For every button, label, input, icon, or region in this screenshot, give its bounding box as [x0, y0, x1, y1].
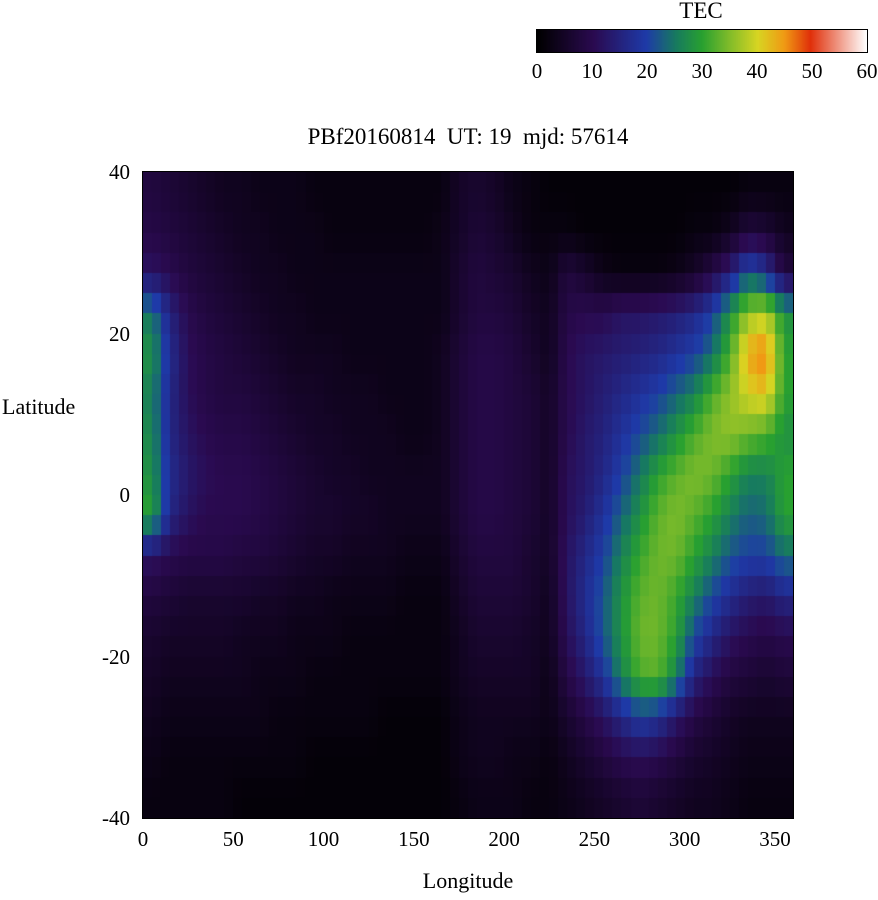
- plot-area: [142, 171, 794, 819]
- colorbar-tick-label: 20: [636, 59, 658, 83]
- x-tick-label: 50: [222, 827, 244, 851]
- y-tick-label: 20: [109, 321, 130, 346]
- colorbar: [536, 29, 868, 53]
- colorbar-title: TEC: [679, 0, 723, 23]
- x-tick-label: 250: [578, 827, 611, 851]
- colorbar-tick-label: 40: [746, 59, 768, 83]
- colorbar-tick-label: 10: [581, 59, 603, 83]
- x-tick-label: 150: [398, 827, 430, 851]
- y-tick-label: -40: [102, 806, 130, 830]
- x-tick-label: 350: [759, 827, 791, 851]
- x-tick-label: 100: [307, 827, 340, 851]
- colorbar-tick-label: 60: [856, 59, 878, 83]
- x-tick-label: 0: [137, 827, 149, 851]
- x-tick-label: 200: [488, 827, 520, 851]
- colorbar-gradient: [537, 30, 867, 52]
- colorbar-tick-label: 30: [691, 59, 713, 83]
- x-tick-label: 300: [668, 827, 701, 851]
- heatmap-canvas: [143, 172, 793, 818]
- y-tick-label: 40: [109, 160, 130, 184]
- y-tick-label: 0: [119, 483, 131, 507]
- y-tick-label: -20: [102, 644, 130, 669]
- x-axis-label: Longitude: [422, 868, 514, 893]
- y-axis-label: Latitude: [2, 394, 76, 419]
- plot-title: PBf20160814 UT: 19 mjd: 57614: [307, 124, 629, 149]
- colorbar-tick-label: 50: [801, 59, 823, 83]
- colorbar-tick-label: 0: [531, 59, 543, 83]
